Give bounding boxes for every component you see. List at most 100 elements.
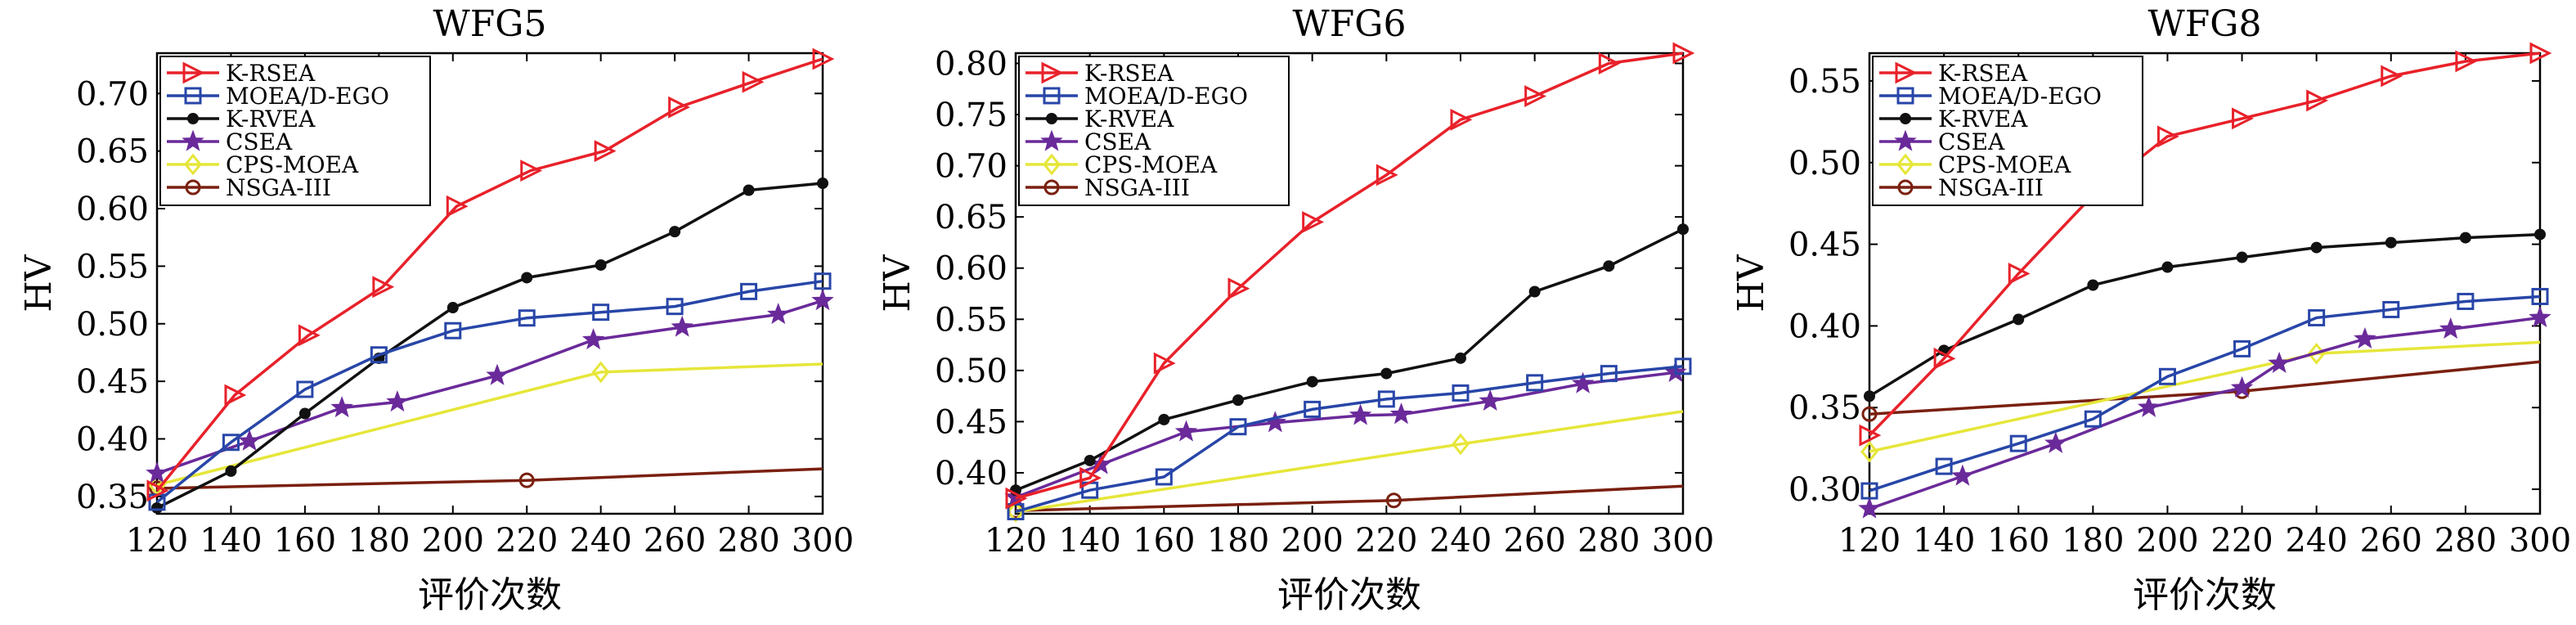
legend-entry-k-rsea: K-RSEA [1879,60,2028,87]
series-line-csea [156,299,824,475]
x-tick-label: 280 [2435,522,2497,560]
x-tick-label: 160 [1133,522,1195,560]
y-tick-label: 0.75 [935,97,1008,134]
x-tick-label: 220 [496,522,558,560]
y-tick-label: 0.50 [1788,145,1861,182]
legend-marker [187,113,199,124]
legend-marker [1046,113,1057,124]
y-axis-label: HV [1730,254,1772,312]
data-point [2230,375,2254,398]
data-point [2308,308,2326,326]
data-point [1571,371,1595,393]
legend-label: MOEA/D-EGO [226,83,389,110]
series-nsga-iii [1861,360,2541,422]
x-tick-label: 200 [422,522,484,560]
legend-entry-k-rvea: K-RVEA [167,106,316,133]
data-point [1479,389,1501,411]
data-point [2354,326,2376,349]
legend-label: K-RSEA [1938,60,2028,87]
legend-marker [1043,153,1061,176]
data-point [1600,365,1618,383]
data-point [1677,223,1689,236]
legend-marker [1041,61,1064,84]
series-line-moea-d-ego [1869,295,2541,492]
y-tick-label: 0.60 [76,191,149,228]
legend-label: CSEA [1084,128,1151,155]
series-line-k-rsea [1015,52,1684,500]
x-tick-label: 260 [2360,522,2422,560]
legend-label: K-RVEA [226,106,316,133]
y-tick-label: 0.70 [935,148,1008,186]
x-tick-label: 120 [985,522,1047,560]
legend: K-RSEAMOEA/D-EGOK-RVEACSEACPS-MOEANSGA-I… [1872,56,2143,206]
data-point [2529,42,2552,65]
data-point [1524,85,1547,107]
data-point [1302,211,1325,233]
data-point [2534,228,2546,241]
data-point [1232,394,1244,407]
data-point [2531,287,2549,305]
x-tick-label: 240 [569,522,631,560]
x-tick-label: 260 [644,522,706,560]
chart-title: WFG5 [433,3,547,45]
data-point [1079,466,1102,489]
legend-label: CPS-MOEA [226,151,359,178]
y-tick-label: 0.55 [935,301,1008,339]
legend-marker [1043,179,1060,196]
data-point [1859,424,1882,447]
data-point [298,407,311,420]
x-tick-label: 280 [1577,522,1640,560]
legend-marker [1897,179,1914,196]
y-axis-label: HV [18,254,60,312]
data-point [591,361,610,384]
legend-entry-cps-moea: CPS-MOEA [1879,151,2071,178]
data-point [298,324,321,347]
data-point [2233,339,2251,357]
series-csea [146,289,834,483]
legend-entry-k-rvea: K-RVEA [1025,106,1174,133]
data-point [1528,286,1541,298]
y-tick-label: 0.45 [935,403,1008,441]
legend-label: NSGA-III [1938,174,2044,201]
data-point [595,259,607,271]
data-point [2385,236,2397,249]
legend-marker [1896,153,1914,176]
data-point [1860,440,1878,463]
x-axis-label: 评价次数 [1277,574,1421,616]
x-tick-label: 240 [1429,522,1492,560]
legend-marker [1900,113,1911,124]
data-point [518,309,536,327]
x-tick-label: 240 [2285,522,2347,560]
data-point [2236,251,2248,263]
series-csea [1858,305,2551,519]
series-moea-d-ego [1860,287,2549,500]
x-tick-label: 120 [1838,522,1901,560]
legend-label: CPS-MOEA [1938,151,2071,178]
y-tick-label: 0.55 [76,248,149,286]
series-line-nsga-iii [156,467,824,490]
data-point [767,303,790,325]
data-point [1861,406,1878,422]
x-tick-label: 180 [2062,522,2124,560]
legend-label: K-RVEA [1938,106,2028,133]
data-point [812,47,835,70]
data-point [1005,487,1028,510]
legend-label: K-RSEA [226,60,316,87]
legend-entry-cps-moea: CPS-MOEA [1025,151,1218,178]
legend-marker [1894,129,1917,151]
y-tick-label: 0.80 [935,46,1008,83]
data-point [296,380,314,398]
chart-panel-wfg6: WFG6 120 140 160 180 200 220 240 260 280 300 0.40 0.… [877,3,1714,616]
legend-box [159,56,431,206]
legend-entry-nsga-iii: NSGA-III [1879,174,2044,201]
y-tick-label: 0.55 [1788,63,1861,101]
data-point [2158,367,2176,385]
data-point [444,321,462,339]
data-point [2455,50,2478,73]
series-csea [1004,360,1687,507]
series-line-nsga-iii [1015,484,1684,512]
data-point [1380,367,1393,380]
legend-label: CSEA [1938,128,2005,155]
data-point [2459,232,2471,244]
data-point [1174,420,1198,442]
